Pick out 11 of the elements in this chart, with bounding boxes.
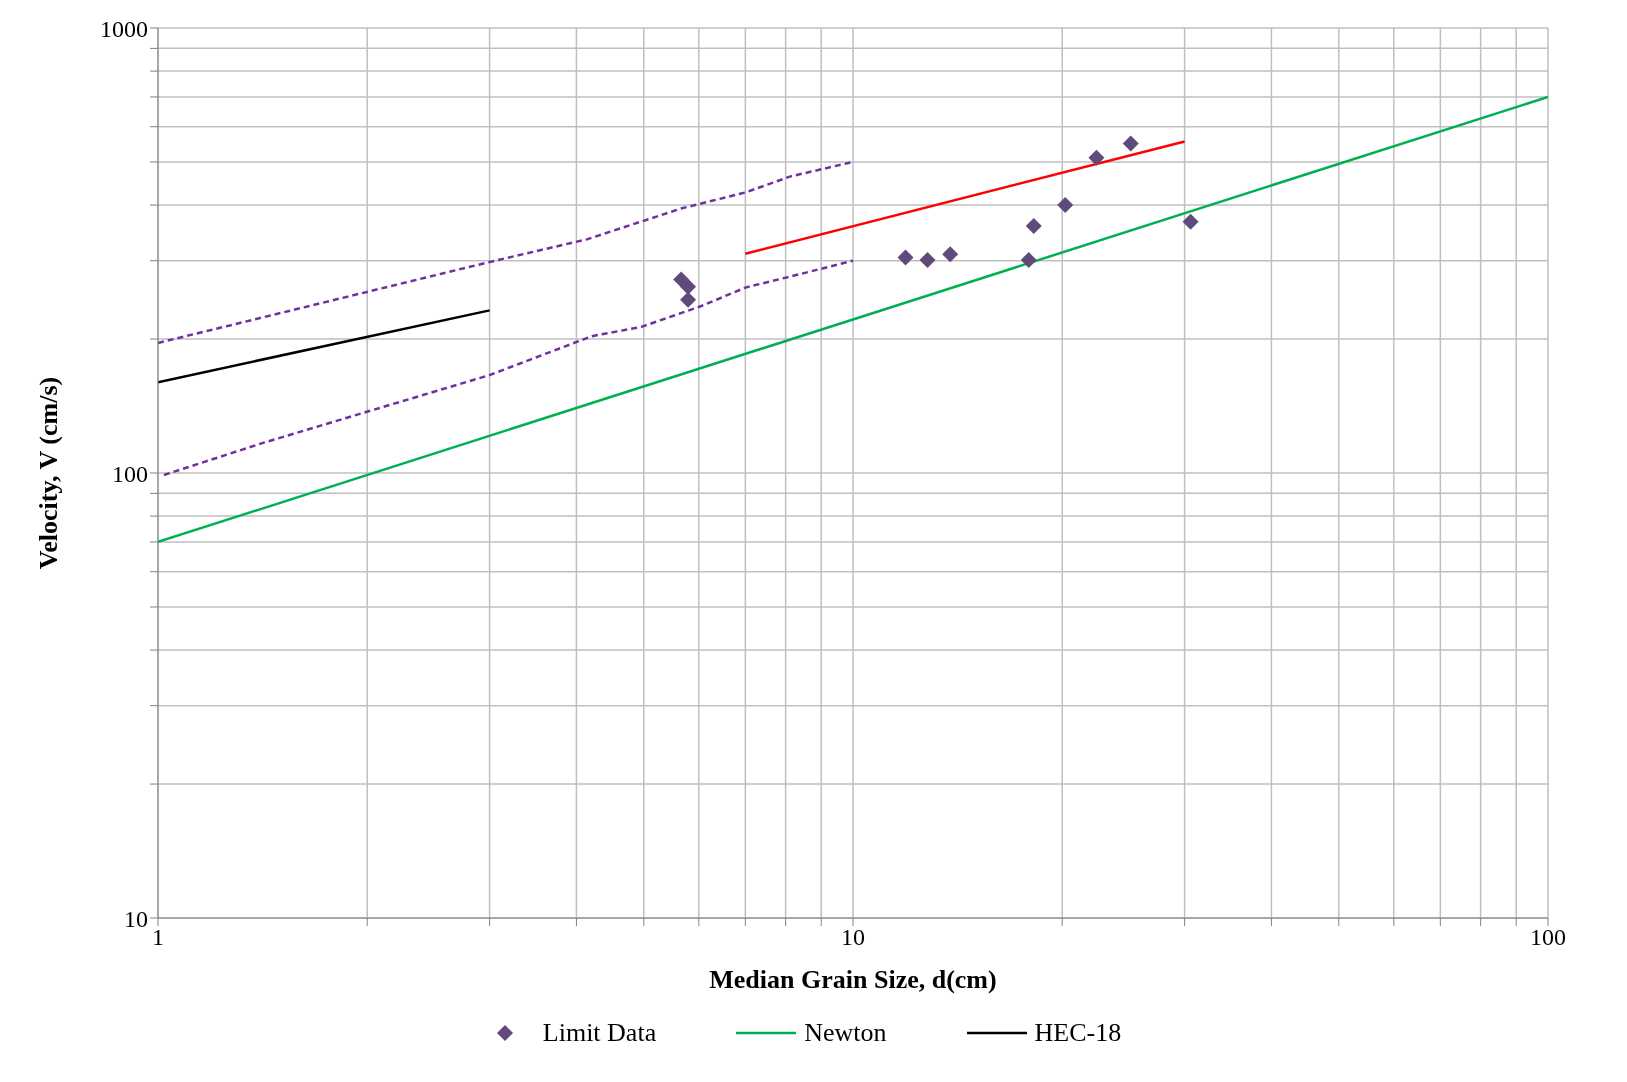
y-tick-label: 100 <box>112 460 148 487</box>
y-axis-title: Velocity, V (cm/s) <box>34 376 64 570</box>
x-axis-title: Median Grain Size, d(cm) <box>709 965 997 994</box>
x-tick-label: 100 <box>1530 924 1566 951</box>
legend-label: Newton <box>804 1018 887 1048</box>
legend-label: HEC-18 <box>1034 1018 1122 1048</box>
x-tick-label: 10 <box>841 924 865 951</box>
x-tick-label: 1 <box>152 924 164 951</box>
y-tick-label: 1000 <box>100 15 148 42</box>
y-tick-label: 10 <box>124 905 148 932</box>
legend-label: Limit Data <box>542 1018 657 1048</box>
